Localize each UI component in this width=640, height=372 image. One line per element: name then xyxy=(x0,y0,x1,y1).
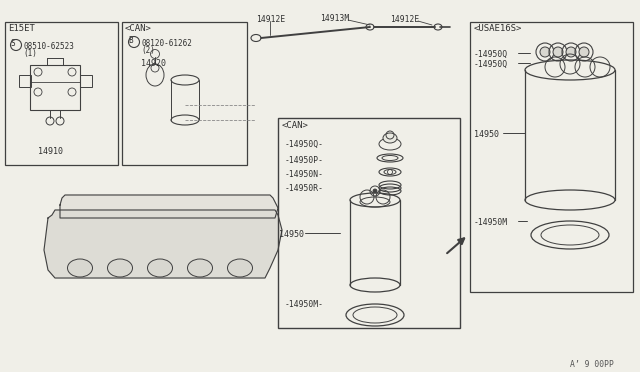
Ellipse shape xyxy=(108,259,132,277)
Text: 08510-62523: 08510-62523 xyxy=(23,42,74,51)
Text: B: B xyxy=(129,35,133,45)
Text: -14950M: -14950M xyxy=(474,218,508,227)
Polygon shape xyxy=(44,210,282,278)
Ellipse shape xyxy=(383,133,397,143)
Text: (2): (2) xyxy=(141,46,155,55)
Bar xyxy=(19,75,31,87)
Text: -14950Q-: -14950Q- xyxy=(285,140,324,149)
Ellipse shape xyxy=(227,259,253,277)
Bar xyxy=(5,22,118,165)
Bar xyxy=(278,118,460,328)
Circle shape xyxy=(540,47,550,57)
Ellipse shape xyxy=(147,259,173,277)
Text: 14910: 14910 xyxy=(38,147,63,156)
Text: 14950: 14950 xyxy=(279,230,304,239)
Text: <CAN>: <CAN> xyxy=(282,121,309,130)
Polygon shape xyxy=(60,195,278,218)
Ellipse shape xyxy=(188,259,212,277)
Text: 14920: 14920 xyxy=(141,59,166,68)
Text: 14912E: 14912E xyxy=(390,15,419,24)
Bar xyxy=(30,65,80,110)
Text: <USAE16S>: <USAE16S> xyxy=(474,24,522,33)
Text: (1): (1) xyxy=(23,49,37,58)
Bar xyxy=(470,22,633,292)
Circle shape xyxy=(566,47,576,57)
Text: 14912E: 14912E xyxy=(256,15,285,24)
Text: 14950: 14950 xyxy=(474,130,499,139)
Text: <CAN>: <CAN> xyxy=(125,24,152,33)
Ellipse shape xyxy=(67,259,93,277)
Circle shape xyxy=(579,47,589,57)
Text: -14950M-: -14950M- xyxy=(285,300,324,309)
Text: -14950P-: -14950P- xyxy=(285,156,324,165)
Text: -14950R-: -14950R- xyxy=(285,184,324,193)
Text: -14950N-: -14950N- xyxy=(285,170,324,179)
Text: -14950Q: -14950Q xyxy=(474,50,508,59)
Bar xyxy=(80,75,92,87)
Circle shape xyxy=(373,189,377,193)
Text: -14950Q: -14950Q xyxy=(474,60,508,69)
Text: S: S xyxy=(11,38,15,48)
Text: 14913M: 14913M xyxy=(320,14,349,23)
Bar xyxy=(122,22,247,165)
Text: 08120-61262: 08120-61262 xyxy=(141,39,192,48)
Text: E15ET: E15ET xyxy=(8,24,35,33)
Text: A’ 9 00PP: A’ 9 00PP xyxy=(570,360,614,369)
Circle shape xyxy=(553,47,563,57)
